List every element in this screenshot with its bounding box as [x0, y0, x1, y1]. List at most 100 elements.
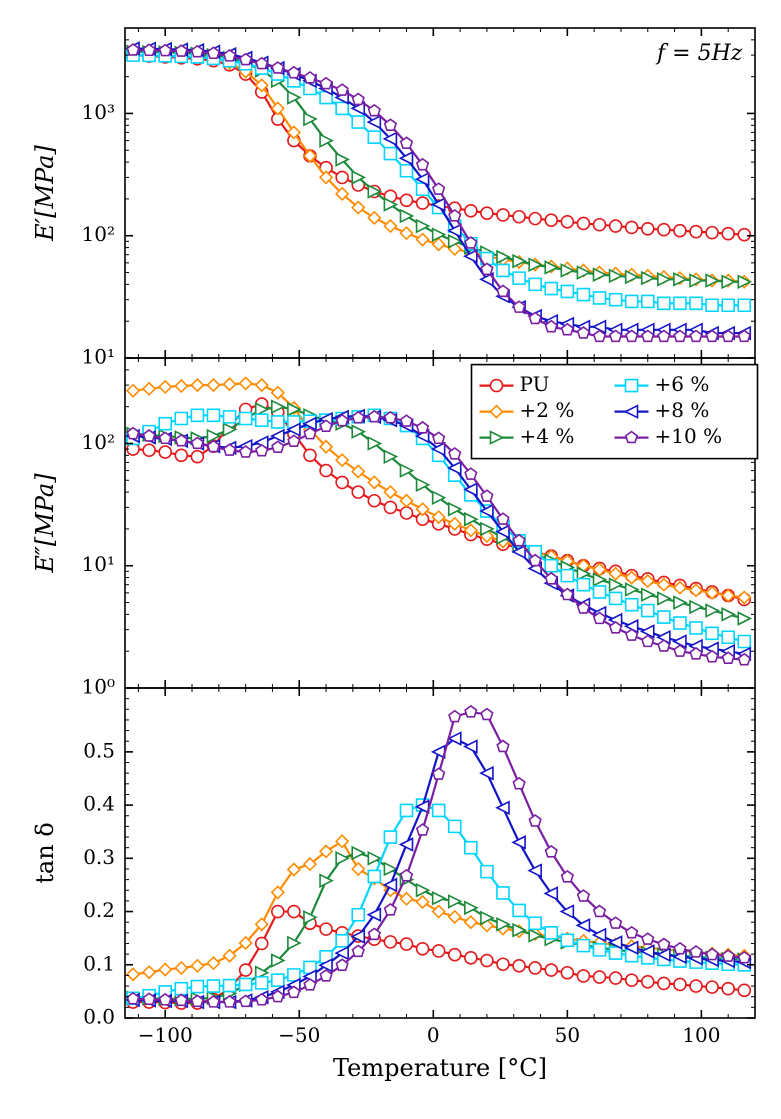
series-marker-+6 %	[256, 977, 268, 989]
series-marker-+6 %	[594, 292, 606, 304]
series-marker-+6 %	[336, 102, 348, 114]
y-tick-label: 10¹	[82, 345, 115, 369]
series-marker-+6 %	[577, 289, 589, 301]
series-marker-+10 %	[513, 778, 524, 789]
series-marker-+2 %	[127, 385, 139, 397]
series-marker-PU	[400, 507, 412, 519]
series-marker-+6 %	[368, 870, 380, 882]
series-marker-+8 %	[513, 836, 525, 848]
x-tick-label: 0	[427, 1023, 440, 1047]
y-tick-label: 10²	[82, 222, 115, 246]
series-marker-+10 %	[417, 824, 428, 835]
series-marker-+10 %	[353, 94, 364, 105]
series-marker-+10 %	[369, 105, 380, 116]
series-marker-+10 %	[529, 815, 540, 826]
series-line-+6 %	[133, 55, 744, 305]
series-marker-+6 %	[706, 299, 718, 311]
series-marker-+6 %	[610, 947, 622, 959]
series-marker-PU	[594, 971, 606, 983]
series-marker-+6 %	[674, 617, 686, 629]
series-marker-+2 %	[400, 893, 412, 905]
series-marker-+10 %	[417, 422, 428, 433]
series-marker-+6 %	[497, 887, 509, 899]
series-marker-+4 %	[738, 613, 750, 625]
series-marker-+2 %	[433, 906, 445, 918]
series-marker-PU	[417, 943, 429, 955]
legend-label: +8 %	[655, 398, 710, 422]
series-marker-+2 %	[400, 227, 412, 239]
series-marker-+10 %	[433, 768, 444, 779]
series-marker-PU	[545, 964, 557, 976]
series-marker-+6 %	[722, 631, 734, 643]
series-marker-PU	[658, 224, 670, 236]
series-marker-+4 %	[400, 210, 412, 222]
series-marker-PU	[175, 449, 187, 461]
series-marker-+10 %	[481, 709, 492, 720]
series-marker-+6 %	[384, 148, 396, 160]
series-marker-+4 %	[674, 597, 686, 609]
legend-label: +2 %	[520, 398, 575, 422]
series-marker-+6 %	[175, 983, 187, 995]
series-marker-+6 %	[384, 831, 396, 843]
series-marker-+2 %	[449, 911, 461, 923]
series-marker-+2 %	[256, 379, 268, 391]
ylabel-1: E″[MPa]	[31, 473, 59, 574]
series-marker-+6 %	[336, 935, 348, 947]
series-marker-+6 %	[224, 411, 236, 423]
series-marker-PU	[449, 949, 461, 961]
series-marker-PU	[722, 228, 734, 240]
series-marker-+10 %	[304, 72, 315, 83]
series-marker-+4 %	[368, 852, 380, 864]
y-tick-label: 0.2	[83, 898, 115, 922]
series-marker-PU	[368, 495, 380, 507]
series-marker-+4 %	[417, 220, 429, 232]
series-marker-PU	[610, 220, 622, 232]
series-marker-PU	[642, 976, 654, 988]
chart-svg: 10¹10²10³E′[MPa]10⁰10¹10²E″[MPa]0.00.10.…	[0, 0, 781, 1119]
series-marker-+4 %	[433, 892, 445, 904]
series-marker-PU	[594, 219, 606, 231]
series-marker-PU	[690, 226, 702, 238]
series-marker-+4 %	[417, 884, 429, 896]
series-marker-+10 %	[320, 78, 331, 89]
legend-label: PU	[520, 372, 550, 396]
series-marker-PU	[465, 952, 477, 964]
series-marker-+10 %	[658, 939, 669, 950]
series-marker-+4 %	[658, 592, 670, 604]
series-marker-+2 %	[159, 381, 171, 393]
series-marker-PU	[626, 221, 638, 233]
series-marker-+6 %	[545, 560, 557, 572]
series-marker-+6 %	[626, 599, 638, 611]
series-marker-+6 %	[610, 294, 622, 306]
series-marker-+6 %	[352, 909, 364, 921]
series-marker-+4 %	[449, 895, 461, 907]
series-marker-+6 %	[433, 804, 445, 816]
y-tick-label: 0.5	[83, 738, 115, 762]
series-marker-PU	[497, 209, 509, 221]
series-marker-PU	[706, 981, 718, 993]
series-marker-+6 %	[465, 842, 477, 854]
series-marker-+6 %	[481, 866, 493, 878]
legend-marker	[491, 380, 503, 392]
series-marker-+10 %	[626, 927, 637, 938]
series-marker-PU	[288, 906, 300, 918]
series-marker-+2 %	[417, 234, 429, 246]
series-marker-+2 %	[175, 962, 187, 974]
series-marker-+10 %	[690, 946, 701, 957]
series-marker-+2 %	[384, 486, 396, 498]
y-tick-label: 10²	[82, 430, 115, 454]
series-marker-+6 %	[272, 416, 284, 428]
series-marker-PU	[626, 974, 638, 986]
series-marker-+10 %	[610, 917, 621, 928]
series-marker-+6 %	[224, 980, 236, 992]
series-marker-+6 %	[594, 586, 606, 598]
series-marker-PU	[513, 960, 525, 972]
series-marker-+6 %	[240, 413, 252, 425]
series-marker-+6 %	[674, 297, 686, 309]
series-marker-+6 %	[610, 592, 622, 604]
series-marker-PU	[400, 194, 412, 206]
series-marker-PU	[513, 211, 525, 223]
series-marker-+10 %	[401, 870, 412, 881]
series-marker-+6 %	[626, 295, 638, 307]
series-marker-PU	[674, 978, 686, 990]
